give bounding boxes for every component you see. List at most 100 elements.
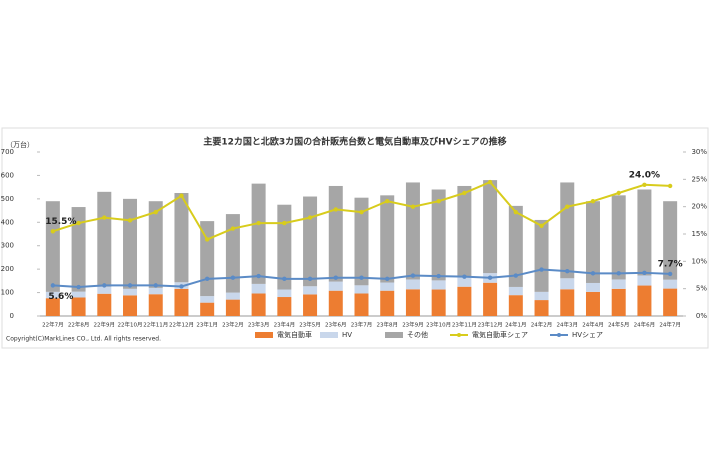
bar-segment: [534, 291, 549, 301]
x-tick-label: 23年1月: [196, 321, 218, 329]
bar-segment: [611, 279, 626, 289]
legend-label: HV: [342, 331, 352, 339]
line-marker: [667, 271, 673, 277]
bar-segment: [637, 275, 652, 286]
bar-segment: [71, 291, 86, 298]
line-marker: [667, 183, 673, 189]
x-tick-label: 24年1月: [505, 321, 527, 329]
bar-segment: [328, 290, 343, 316]
legend-swatch: [255, 332, 273, 338]
data-label: 24.0%: [629, 170, 660, 180]
bar-segment: [148, 287, 163, 295]
bar-segment: [380, 195, 395, 283]
bar-segment: [380, 290, 395, 316]
line-marker: [333, 207, 338, 212]
legend-swatch: [385, 332, 403, 338]
chart-title: 主要12カ国と北欧3カ国の合計販売台数と電気自動車及びHVシェアの推移: [203, 136, 506, 148]
bar-segment: [483, 282, 498, 316]
bar-segment: [354, 197, 369, 286]
data-label: 5.6%: [48, 292, 73, 302]
line-marker: [50, 229, 56, 234]
line-marker: [204, 276, 210, 282]
bar-segment: [508, 286, 523, 296]
y2-tick-label: 0%: [696, 312, 707, 320]
legend-marker: [557, 333, 561, 337]
bar-segment: [585, 282, 600, 292]
y2-tick-label: 30%: [691, 148, 707, 156]
bar-segment: [431, 189, 446, 281]
line-marker: [282, 276, 287, 282]
bar-segment: [251, 283, 266, 294]
bar-segment: [457, 286, 472, 316]
bar-segment: [303, 294, 318, 316]
line-marker: [102, 215, 107, 220]
y-tick-label: 700: [1, 148, 14, 156]
line-marker: [436, 273, 441, 279]
y-axis-label: （万台）: [6, 140, 34, 149]
line-marker: [230, 275, 236, 280]
bar-segment: [123, 295, 138, 316]
bar-segment: [225, 214, 240, 293]
copyright: Copyright(C)MarkLines CO., Ltd. All righ…: [6, 336, 161, 343]
x-tick-label: 23年10月: [426, 321, 451, 329]
bar-segment: [277, 289, 292, 298]
x-tick-label: 23年8月: [376, 321, 398, 329]
bar-segment: [534, 219, 549, 292]
bar-segment: [560, 289, 575, 316]
x-tick-label: 24年6月: [634, 321, 656, 329]
bar-segment: [637, 189, 652, 276]
legend-label: 電気自動車シェア: [472, 330, 528, 339]
line-marker: [256, 273, 261, 279]
x-tick-label: 22年9月: [94, 321, 116, 329]
line-marker: [359, 275, 364, 280]
x-tick-label: 22年11月: [143, 321, 168, 329]
line-marker: [385, 276, 390, 282]
bar-segment: [585, 201, 600, 283]
y-tick-label: 100: [1, 289, 14, 297]
y-tick-label: 0: [10, 312, 14, 320]
x-tick-label: 24年2月: [531, 321, 553, 329]
y-tick-label: 200: [1, 265, 14, 273]
bar-segment: [431, 280, 446, 290]
bar-segment: [251, 293, 266, 316]
bar-segment: [354, 293, 369, 316]
line-marker: [616, 190, 621, 196]
line-marker: [76, 220, 81, 226]
x-tick-label: 24年3月: [557, 321, 579, 329]
line-marker: [179, 193, 184, 198]
legend-marker: [457, 333, 461, 337]
line-marker: [642, 270, 647, 276]
bar-segment: [200, 221, 215, 297]
bar-segment: [663, 279, 678, 289]
bar-segment: [560, 278, 575, 290]
line-marker: [127, 218, 133, 223]
x-tick-label: 22年10月: [118, 321, 143, 329]
bar-segment: [405, 289, 420, 316]
line-marker: [642, 182, 647, 187]
line-marker: [153, 209, 158, 215]
bar-segment: [225, 299, 240, 316]
bar-segment: [405, 279, 420, 290]
line-marker: [385, 199, 390, 204]
bar-segment: [663, 201, 678, 280]
bar-segment: [431, 289, 446, 316]
data-label: 15.5%: [45, 217, 76, 227]
legend-label: HVシェア: [572, 331, 603, 339]
bar-segment: [277, 297, 292, 316]
bar-segment: [123, 288, 138, 296]
bar-segment: [251, 183, 266, 284]
x-tick-label: 24年7月: [659, 321, 681, 329]
x-tick-label: 22年12月: [169, 321, 194, 329]
bar-segment: [174, 193, 189, 283]
line-marker: [590, 271, 596, 276]
line-marker: [410, 204, 416, 209]
line-marker: [539, 267, 544, 272]
line-marker: [282, 220, 287, 226]
bar-segment: [663, 288, 678, 316]
y2-tick-label: 10%: [691, 257, 707, 265]
y-tick-label: 400: [1, 218, 14, 226]
bar-segment: [71, 297, 86, 316]
bar-segment: [200, 302, 215, 316]
line-marker: [179, 284, 184, 289]
data-label: 7.7%: [658, 259, 683, 269]
